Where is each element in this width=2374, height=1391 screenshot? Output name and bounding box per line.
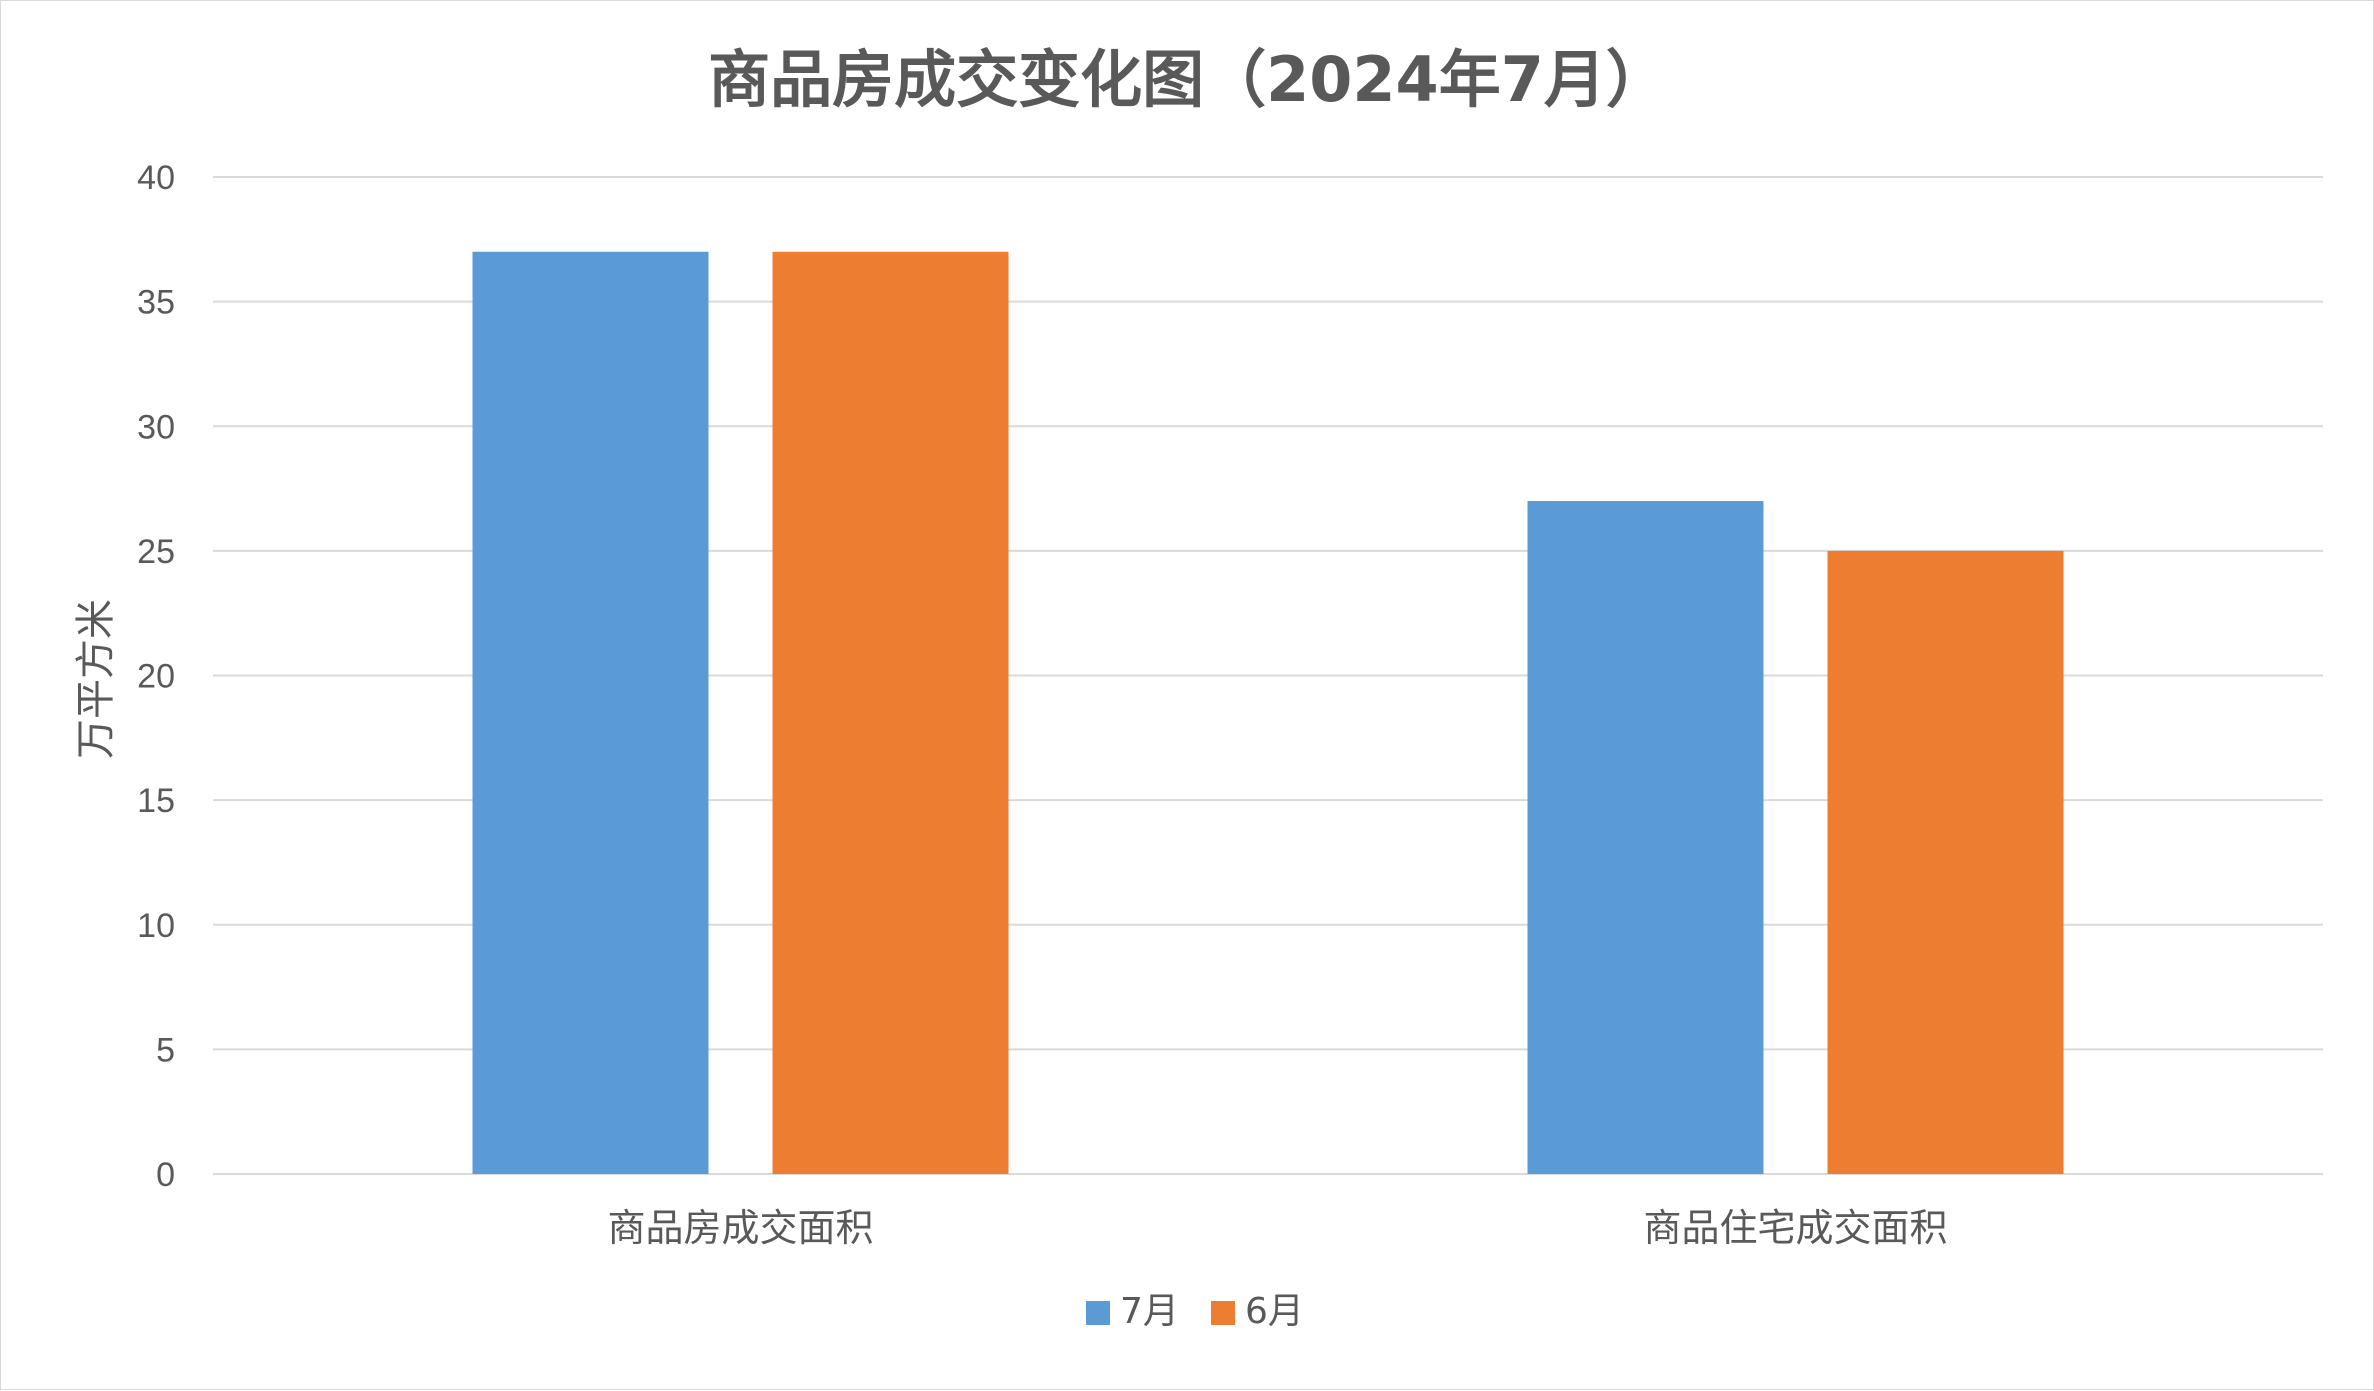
y-tick-label: 5 xyxy=(156,1031,175,1069)
y-tick-label: 10 xyxy=(137,907,175,945)
y-tick-label: 0 xyxy=(156,1156,175,1194)
y-axis-ticks: 0 5 10 15 20 25 30 35 40 xyxy=(137,159,175,1194)
legend-label: 6月 xyxy=(1245,1291,1304,1332)
x-axis-categories: 商品房成交面积 商品住宅成交面积 xyxy=(607,1206,1947,1250)
bars xyxy=(472,251,2064,1174)
bar-series-2 xyxy=(1827,550,2064,1174)
bar-series-2 xyxy=(772,251,1009,1174)
legend-label: 7月 xyxy=(1120,1291,1179,1332)
legend-swatch xyxy=(1086,1301,1110,1325)
y-tick-label: 35 xyxy=(137,284,175,322)
x-category-label: 商品房成交面积 xyxy=(607,1206,873,1250)
y-tick-label: 15 xyxy=(137,782,175,820)
legend: 7月 6月 xyxy=(1086,1291,1304,1332)
bar-series-1 xyxy=(472,251,709,1174)
y-tick-label: 25 xyxy=(137,533,175,571)
y-axis-title: 万平方米 xyxy=(73,599,119,759)
legend-swatch xyxy=(1211,1301,1235,1325)
y-tick-label: 40 xyxy=(137,159,175,197)
y-tick-label: 30 xyxy=(137,408,175,446)
chart-title: 商品房成交变化图（2024年7月） xyxy=(708,43,1668,116)
x-category-label: 商品住宅成交面积 xyxy=(1643,1206,1947,1250)
y-tick-label: 20 xyxy=(137,658,175,696)
bar-series-1 xyxy=(1527,501,1764,1174)
